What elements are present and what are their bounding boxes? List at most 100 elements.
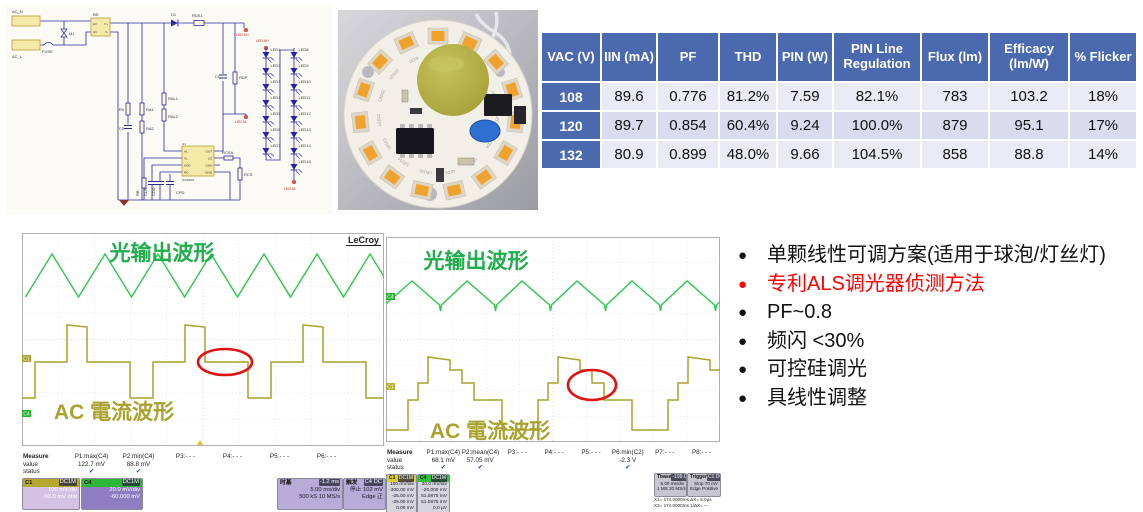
scope-right-screenwrap: C1 C4 光输出波形 AC 電流波形 [260, 236, 910, 447]
bullet-dot-icon: ● [738, 361, 748, 378]
column-header: Efficacy (lm/W) [990, 33, 1068, 81]
schematic-labels: AC_N AC_L FUSE M1 BD AC AC V+ V- D1 RDS1… [12, 9, 297, 196]
led-label: LED2 [271, 63, 282, 68]
resistor-rcsa [223, 155, 234, 161]
measure-column: P2:mean(C4) 57.05 mV ✔ [461, 449, 500, 471]
box-header: 时基 -1.2 ms [280, 479, 340, 486]
resistor-r0 [125, 102, 131, 116]
bullet-text: PF~0.8 [767, 301, 833, 323]
value-cell: 9.66 [778, 141, 832, 168]
pcb-led [427, 27, 449, 45]
resistor-ra1 [139, 102, 145, 116]
ac-n-terminal [11, 15, 41, 27]
pcb-led [352, 77, 375, 103]
pcb-led [493, 139, 518, 167]
label-ral1: RAL1 [168, 96, 179, 101]
rectifier-module [484, 94, 512, 116]
label-bridge: BD [93, 12, 99, 17]
table-row: 132 80.9 0.899 48.0% 9.66 104.5% 858 88.8 14% [542, 141, 1136, 168]
led-icon [262, 52, 270, 58]
bullet-text: 专利ALS调光器侦测方法 [767, 272, 985, 295]
led-icon [290, 148, 298, 154]
led-label: LED1 [271, 47, 282, 52]
box-lines: 100 mV/div -300.00 mV -25.00 mV -25.00 mV 0.… [389, 481, 414, 512]
label-ra2: RA2 [146, 126, 155, 131]
scope-left-screen: C1 C4 光输出波形 AC 電流波形 [12, 232, 484, 447]
label-rcs: RCS [244, 172, 253, 177]
value-cell: 879 [922, 112, 988, 139]
diode-icon [171, 19, 178, 27]
value-cell: 82.1% [834, 83, 920, 110]
pcb-led [482, 48, 509, 75]
cursor-x2: X2= 174.0000ms 1/ΔX= --- [654, 502, 709, 508]
timebase-box: 时基 -1.2 ms 5.00 ms/div 500 kS 10 MS/s [277, 477, 343, 510]
label-ic-designator: U1 [182, 142, 186, 146]
value-cell: 0.854 [658, 112, 718, 139]
label-ac-l: AC_L [12, 54, 23, 59]
cap-cpd-icon [166, 181, 174, 185]
led-icon [262, 68, 270, 74]
led-label: LED5 [271, 111, 282, 116]
annotation-ellipse [566, 368, 618, 402]
circuit-schematic: AC_N AC_L FUSE M1 BD AC AC V+ V- D1 RDS1… [6, 4, 332, 214]
measure-column: P5:- - - [269, 453, 290, 460]
ic-pin-label: VDD [184, 164, 191, 168]
value-cell: 18% [1070, 83, 1136, 110]
led-icon [262, 132, 270, 138]
measure-column: P4:- - - [544, 449, 564, 456]
ac-current-label: AC 電流波形 [430, 419, 550, 442]
label-mov: M1 [69, 31, 75, 36]
bullet-item: ● PF~0.8 [737, 300, 1137, 326]
value-cell: 89.6 [602, 83, 656, 110]
box-header: Tbase-199.0 ms [655, 474, 686, 481]
label-rds1: RDS1 [192, 13, 203, 18]
label-led-minus-port: LED M- [235, 120, 248, 124]
light-output-label: 光输出波形 [109, 241, 215, 265]
box-lines: 100 mV/div -93.0 mV ofst [42, 486, 77, 501]
measure-column: P1:max(C4) 122.7 mV ✔ [74, 453, 109, 475]
pcb-led-label: LED4 [494, 115, 500, 126]
measure-row-labels: Measure value status [387, 449, 413, 471]
resistor-rds1 [193, 20, 205, 26]
trace-tag: C4 [23, 412, 30, 418]
bullet-text: 单颗线性可调方案(适用于球泡/灯丝灯) [767, 244, 1106, 266]
cap-clr-icon [148, 181, 156, 185]
box-lines: 5.00 ms/div 1 MS 20 MS/s [657, 480, 686, 492]
value-cell: 95.1 [990, 112, 1068, 139]
ic-pin-label: RD [184, 171, 189, 175]
ic-pin-label: VL [184, 157, 188, 161]
cursor-x1: X1= 174.0000ms ΔX= 5.0µs [654, 496, 712, 502]
bullet-text: 可控硅调光 [767, 358, 867, 380]
lecroy-logo: LeCroy [345, 235, 381, 246]
box-lines: Stop 70 mV Edge Positive [690, 480, 719, 492]
bullet-item: ● 具线性调整 [737, 386, 1137, 412]
value-cell: 60.4% [720, 112, 776, 139]
column-header: % Flicker [1070, 33, 1136, 81]
ic-pin-label: OUT [205, 150, 212, 154]
label-rb: RB [135, 190, 140, 196]
pcb-led-label: LED13 [381, 137, 392, 151]
box-lines: 20.0 mV/div -60.000 mV [109, 486, 140, 501]
label-r0: R0 [119, 107, 125, 112]
bullet-list: ● 单颗线性可调方案(适用于球泡/灯丝灯) ● 专利ALS调光器侦测方法 ● PF~0.8… [737, 243, 1137, 414]
cap-c0-icon [124, 125, 132, 129]
column-header: VAC (V) [542, 33, 600, 81]
bullet-item: ● 专利ALS调光器侦测方法 [737, 272, 1137, 298]
led-label: LED13 [299, 127, 312, 132]
row-key-cell: 132 [542, 141, 600, 168]
pcb-led-label: LED3 [484, 138, 494, 150]
ic-pin-label: CS [208, 157, 212, 161]
value-cell: 48.0% [720, 141, 776, 168]
schematic-wires [40, 20, 247, 201]
trace-tag: C4 [387, 295, 394, 301]
box-lines: 停止 102 mV Edge 正 [349, 486, 383, 501]
label-d1: D1 [171, 12, 177, 17]
measure-column: P6:- - - [316, 453, 337, 460]
led-icon [290, 100, 298, 106]
oscilloscope-right: C1 C4 光输出波形 AC 電流波形 Measure value status P1:… [260, 236, 910, 512]
bullet-item: ● 单颗线性可调方案(适用于球泡/灯丝灯) [737, 243, 1137, 269]
bullet-dot-icon: ● [738, 332, 748, 350]
